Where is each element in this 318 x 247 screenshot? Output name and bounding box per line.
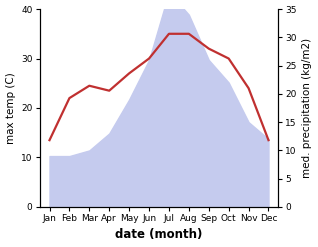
X-axis label: date (month): date (month) bbox=[115, 228, 203, 242]
Y-axis label: max temp (C): max temp (C) bbox=[5, 72, 16, 144]
Y-axis label: med. precipitation (kg/m2): med. precipitation (kg/m2) bbox=[302, 38, 313, 178]
